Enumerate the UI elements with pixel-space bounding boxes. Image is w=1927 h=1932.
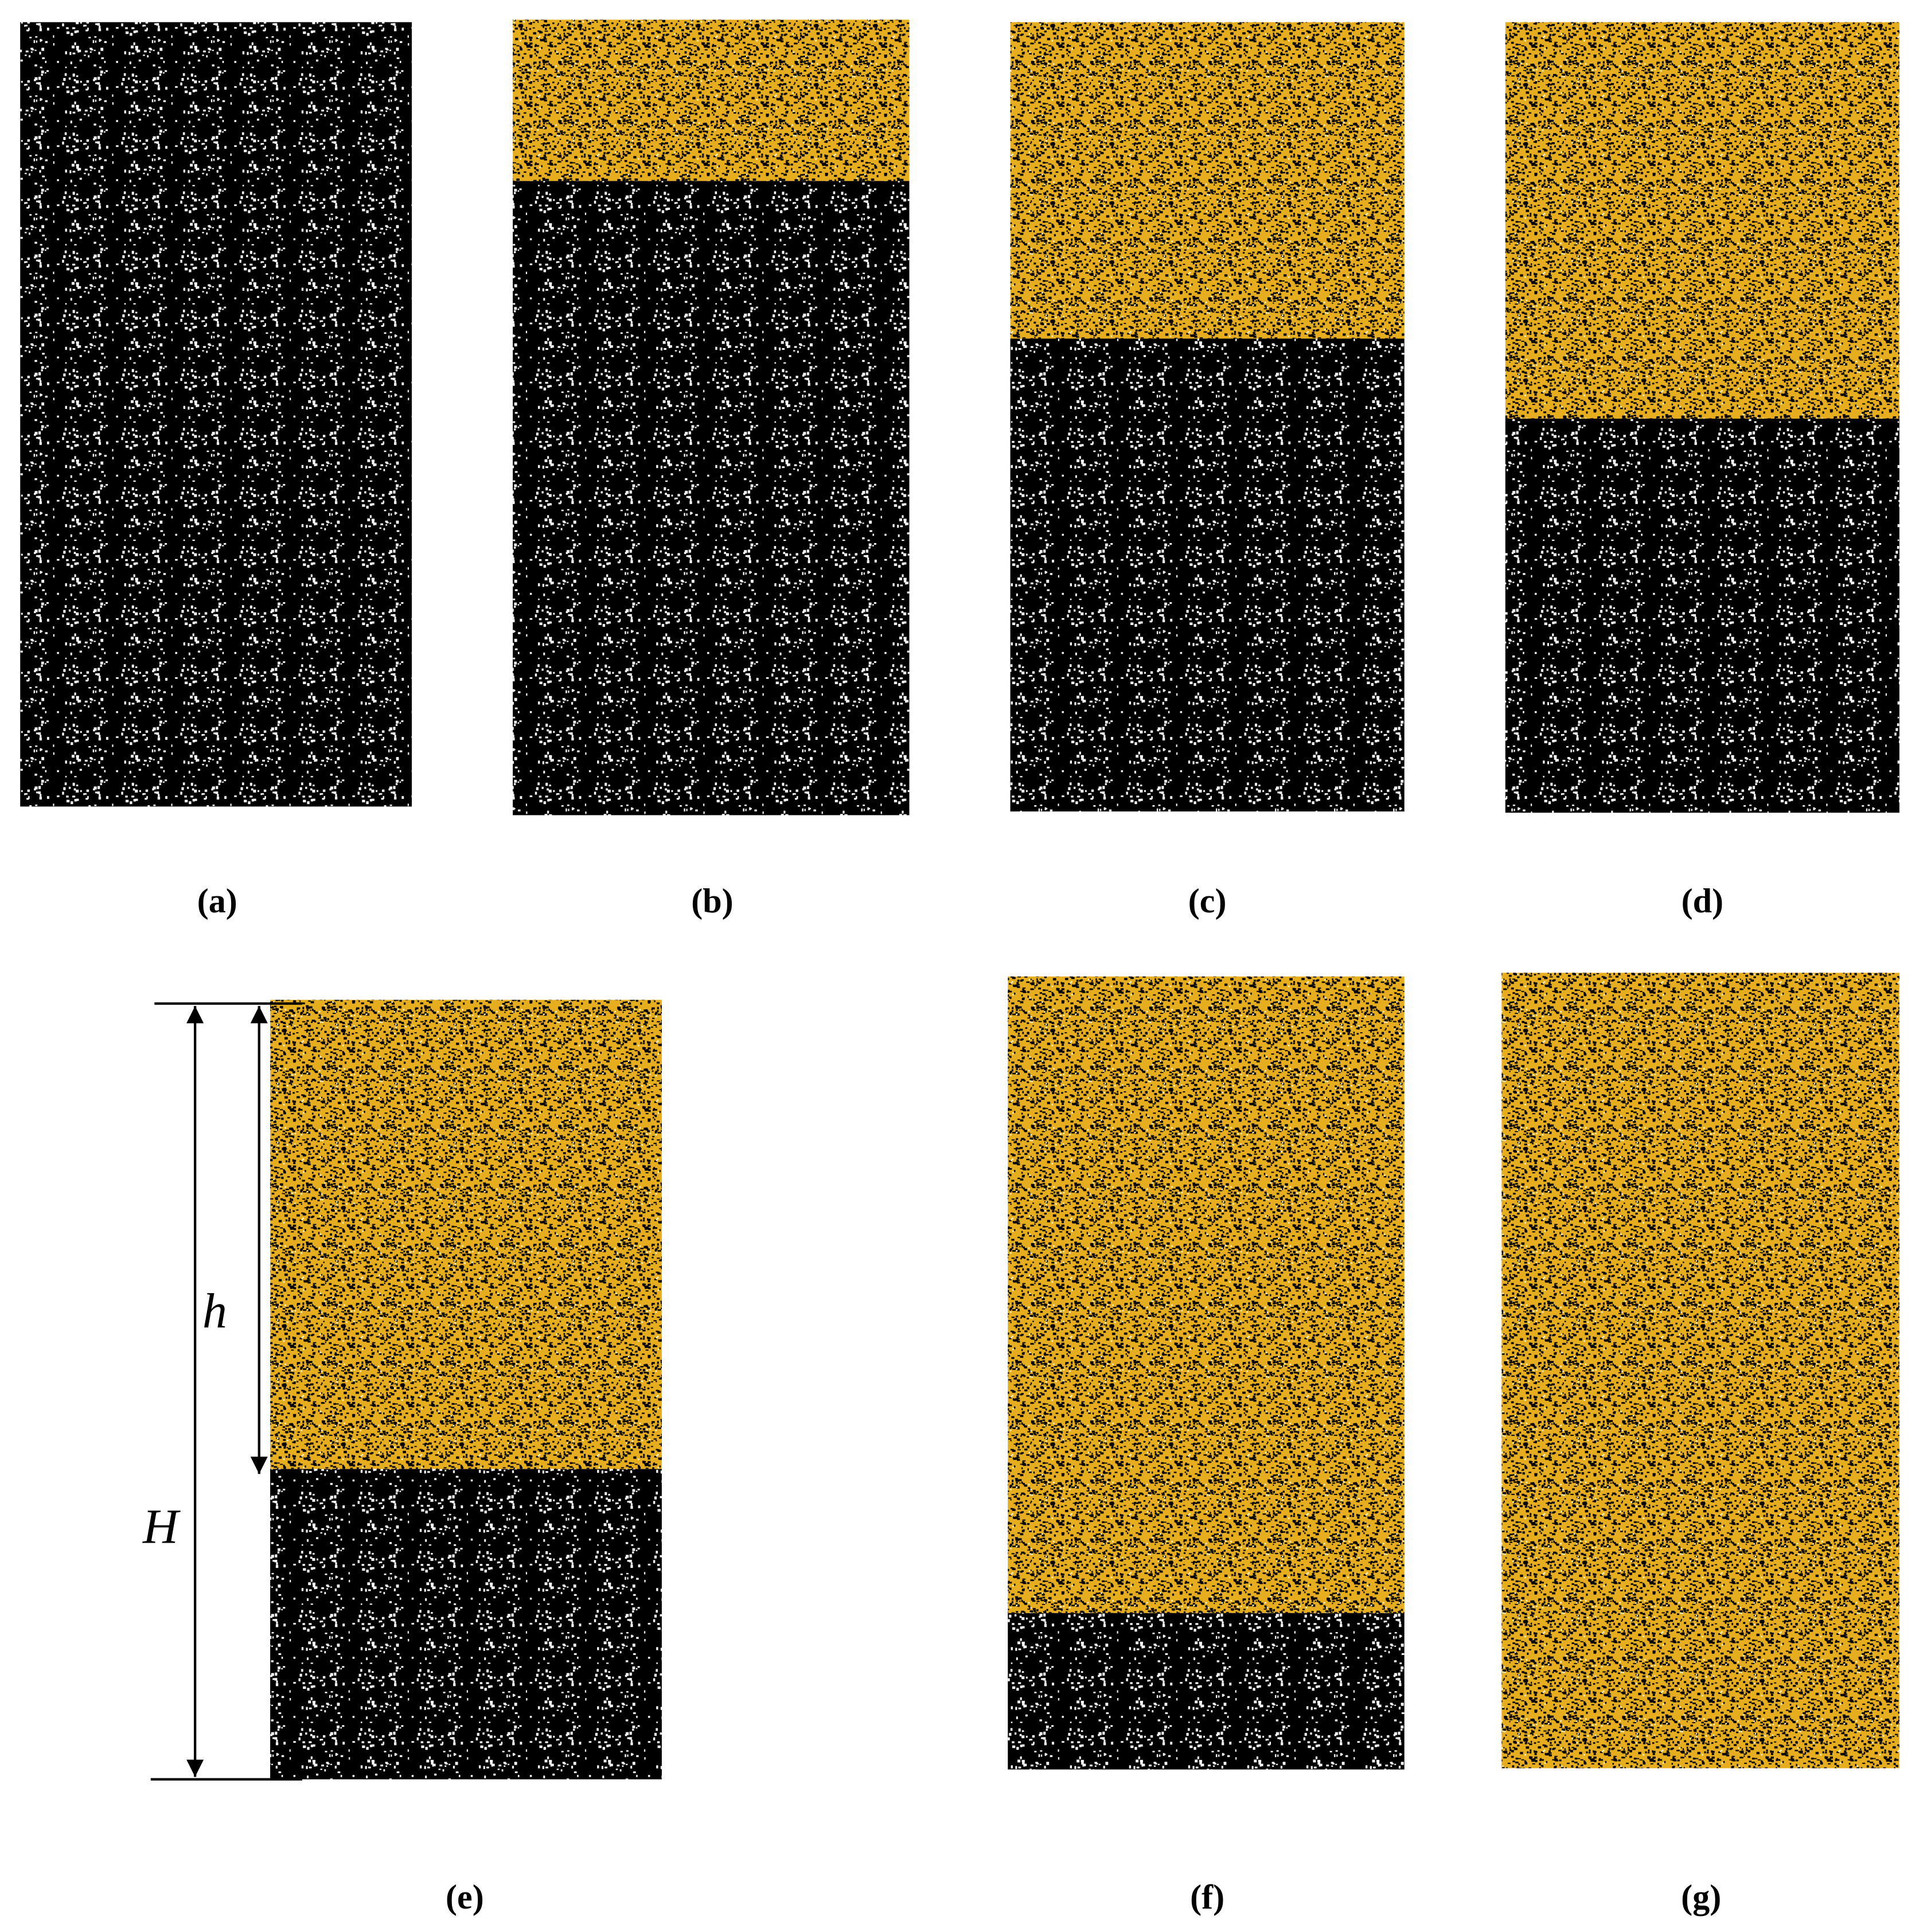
panel-label: (d): [1682, 882, 1723, 920]
panel-label: (e): [446, 1878, 484, 1917]
h-label: h: [202, 1283, 227, 1338]
dry-zone: [1010, 338, 1405, 812]
dry-zone: [1008, 1613, 1405, 1770]
saturated-zone: [1010, 22, 1405, 339]
panel: (f): [1008, 976, 1405, 1917]
saturated-zone: [1501, 973, 1899, 1769]
panel: (g): [1501, 973, 1899, 1917]
dry-zone: [1505, 419, 1899, 813]
saturated-zone: [513, 19, 910, 181]
saturated-zone: [1008, 976, 1405, 1613]
panels: (a) (b) (c) (d) (e) (f) (g): [20, 19, 1899, 1917]
saturated-zone: [1505, 22, 1899, 419]
panel-label: (c): [1188, 882, 1227, 920]
panel-label: (f): [1190, 1878, 1224, 1917]
panel: (e): [270, 1000, 662, 1917]
panel-label: (b): [691, 882, 733, 920]
dry-zone: [270, 1469, 662, 1779]
panel: (c): [1010, 22, 1405, 920]
H-label: H: [142, 1498, 181, 1554]
dry-zone: [513, 181, 910, 815]
dry-zone: [20, 22, 412, 807]
dimension-lines: [150, 1002, 302, 1781]
panel: (b): [513, 19, 910, 920]
saturated-zone: [270, 1000, 662, 1469]
panel-label: (a): [197, 882, 237, 920]
panel: (d): [1505, 22, 1899, 920]
panel-label: (g): [1681, 1878, 1721, 1917]
panel: (a): [20, 22, 412, 920]
